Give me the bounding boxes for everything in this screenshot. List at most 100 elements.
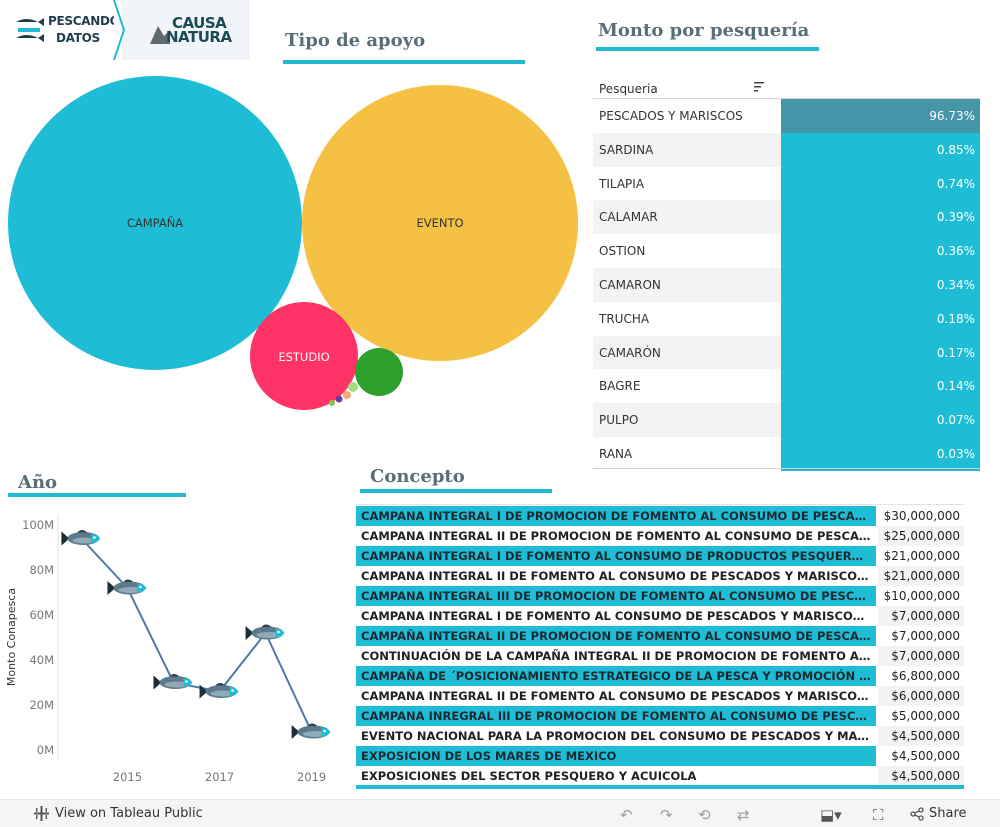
pesqueria-bar: 0.14% bbox=[781, 369, 980, 404]
pescando-datos-logo: PESCANDO DATOS bbox=[0, 0, 122, 60]
bubble-estudio[interactable] bbox=[250, 302, 358, 410]
pesqueria-row[interactable]: CAMARON 0.34% bbox=[593, 268, 980, 302]
bubble-small-3[interactable] bbox=[335, 395, 343, 403]
bubble-campana[interactable] bbox=[8, 76, 302, 370]
refresh-icon[interactable]: ⇄ bbox=[737, 806, 750, 824]
concepto-underline bbox=[360, 489, 552, 493]
pesqueria-row[interactable]: BAGRE 0.14% bbox=[593, 369, 980, 404]
concepto-label: CAMPANA INTEGRAL II DE PROMOCION DE FOME… bbox=[361, 529, 876, 543]
concepto-amount: $7,000,000 bbox=[878, 626, 964, 646]
view-on-tableau-link[interactable]: View on Tableau Public bbox=[34, 806, 203, 821]
share-label: Share bbox=[929, 806, 967, 821]
monto-title: Monto por pesquería bbox=[598, 20, 810, 41]
concepto-top-border bbox=[356, 504, 964, 505]
pesqueria-bar: 0.03% bbox=[781, 437, 980, 471]
pesqueria-name: OSTION bbox=[599, 244, 646, 259]
undo-icon[interactable]: ↶ bbox=[620, 806, 633, 824]
fish-point-icon[interactable] bbox=[153, 674, 193, 690]
tipo-title: Tipo de apoyo bbox=[285, 30, 426, 51]
pesqueria-row[interactable]: CAMARÓN 0.17% bbox=[593, 335, 980, 370]
concepto-row[interactable]: CAMPANA INREGRAL III DE PROMOCION DE FOM… bbox=[354, 706, 964, 726]
share-button[interactable]: Share bbox=[910, 806, 967, 821]
concepto-amount: $25,000,000 bbox=[878, 526, 964, 546]
logo1-line2: DATOS bbox=[56, 31, 100, 45]
redo-icon[interactable]: ↷ bbox=[660, 806, 673, 824]
fish-point-icon[interactable] bbox=[199, 683, 239, 699]
y-tick-label: 0M bbox=[37, 743, 54, 757]
fish-point-icon[interactable] bbox=[61, 530, 101, 546]
pesqueria-row[interactable]: PULPO 0.07% bbox=[593, 403, 980, 438]
pesqueria-pct: 96.73% bbox=[929, 109, 975, 123]
concepto-amount: $4,500,000 bbox=[878, 726, 964, 746]
pesqueria-pct: 0.07% bbox=[936, 413, 975, 428]
pesqueria-header-label: Pesqueria bbox=[599, 82, 658, 96]
concepto-row[interactable]: EVENTO NACIONAL PARA LA PROMOCION DEL CO… bbox=[354, 726, 964, 746]
concepto-row[interactable]: CONTINUACIÓN DE LA CAMPAÑA INTEGRAL II D… bbox=[354, 646, 964, 666]
fish-point-icon[interactable] bbox=[107, 579, 147, 596]
pesqueria-row[interactable]: OSTION 0.36% bbox=[593, 234, 980, 269]
pesqueria-row[interactable]: TILAPIA 0.74% bbox=[593, 166, 980, 201]
y-tick-label: 80M bbox=[29, 563, 54, 577]
pesqueria-name: SARDINA bbox=[599, 142, 654, 157]
concepto-row[interactable]: CAMPAÑA INTEGRAL II DE PROMOCION DE FOME… bbox=[354, 626, 964, 646]
pesqueria-bar: 0.39% bbox=[781, 200, 980, 235]
concepto-row[interactable]: CAMPANA INTEGRAL I DE PROMOCION DE FOMEN… bbox=[354, 506, 964, 526]
concepto-amount: $30,000,000 bbox=[878, 506, 964, 526]
concepto-row[interactable]: CAMPANA INTEGRAL III DE PROMOCION DE FOM… bbox=[354, 586, 964, 606]
pesqueria-name: PULPO bbox=[599, 413, 639, 428]
logo1-line1: PESCANDO bbox=[48, 14, 120, 28]
pesqueria-bar: 0.17% bbox=[781, 335, 980, 370]
bubble-small-1[interactable] bbox=[348, 382, 358, 392]
concepto-row[interactable]: CAMPANA INTEGRAL II DE FOMENTO AL CONSUM… bbox=[354, 686, 964, 706]
logo2-line1: CAUSA bbox=[172, 14, 227, 32]
pesqueria-header[interactable]: Pesqueria bbox=[593, 76, 980, 99]
concepto-row[interactable]: CAMPANA INTEGRAL II DE PROMOCION DE FOME… bbox=[354, 526, 964, 546]
concepto-amount: $7,000,000 bbox=[878, 646, 964, 666]
bubble-campana-label: CAMPAÑA bbox=[127, 215, 183, 230]
bubble-small-2[interactable] bbox=[343, 391, 351, 399]
anio-title: Año bbox=[18, 472, 58, 493]
pesqueria-pct: 0.03% bbox=[936, 447, 975, 461]
fish-point-icon[interactable] bbox=[291, 723, 331, 740]
bubble-evento[interactable] bbox=[302, 85, 578, 361]
pesqueria-pct: 0.17% bbox=[936, 345, 975, 360]
fish-logo-icon bbox=[16, 18, 44, 42]
tableau-footer: View on Tableau Public ↶ ↷ ⟲ ⇄ ⬓▾ ⛶ Shar… bbox=[0, 799, 1000, 827]
bubble-estudio-label: ESTUDIO bbox=[278, 350, 329, 364]
fullscreen-icon[interactable]: ⛶ bbox=[873, 806, 884, 824]
pesqueria-bar: 0.18% bbox=[781, 301, 980, 336]
concepto-label: CAMPANA INTEGRAL III DE PROMOCION DE FOM… bbox=[356, 586, 876, 606]
concepto-label: CAMPANA INTEGRAL I DE PROMOCION DE FOMEN… bbox=[356, 506, 876, 526]
bubble-green[interactable] bbox=[355, 348, 403, 396]
logo2-line2: NATURA bbox=[166, 28, 232, 46]
pesqueria-row[interactable]: TRUCHA 0.18% bbox=[593, 301, 980, 336]
pesqueria-row[interactable]: PESCADOS Y MARISCOS 96.73% bbox=[593, 99, 980, 133]
concepto-label: EVENTO NACIONAL PARA LA PROMOCION DEL CO… bbox=[361, 729, 876, 743]
pesqueria-row[interactable]: CALAMAR 0.39% bbox=[593, 200, 980, 235]
download-icon[interactable]: ⬓▾ bbox=[820, 806, 842, 824]
bubble-small-4[interactable] bbox=[329, 400, 335, 406]
concepto-row[interactable]: CAMPANA INTEGRAL II DE FOMENTO AL CONSUM… bbox=[354, 566, 964, 586]
x-tick-label: 2019 bbox=[297, 770, 326, 784]
pesqueria-pct: 0.36% bbox=[936, 244, 975, 259]
anio-underline bbox=[8, 493, 186, 497]
concepto-amount: $21,000,000 bbox=[878, 546, 964, 566]
concepto-label: CAMPANA INTEGRAL II DE FOMENTO AL CONSUM… bbox=[361, 569, 876, 583]
concepto-row[interactable]: EXPOSICIONES DEL SECTOR PESQUERO Y ACUIC… bbox=[354, 766, 964, 786]
share-icon bbox=[910, 806, 924, 821]
pesqueria-row[interactable]: RANA 0.03% bbox=[593, 437, 980, 471]
fish-point-icon[interactable] bbox=[245, 624, 285, 641]
revert-icon[interactable]: ⟲ bbox=[698, 806, 711, 824]
concepto-label: CAMPANA INREGRAL III DE PROMOCION DE FOM… bbox=[356, 706, 876, 726]
pesqueria-name: CAMARÓN bbox=[599, 345, 661, 360]
concepto-title: Concepto bbox=[370, 466, 465, 487]
pesqueria-row[interactable]: SARDINA 0.85% bbox=[593, 132, 980, 167]
sort-icon[interactable] bbox=[754, 82, 766, 92]
pesqueria-bar: 0.74% bbox=[781, 166, 980, 201]
tableau-logo-icon bbox=[34, 806, 49, 821]
concepto-row[interactable]: CAMPANA INTEGRAL I DE FOMENTO AL CONSUMO… bbox=[354, 546, 964, 566]
pesqueria-name: CAMARON bbox=[599, 278, 661, 292]
concepto-row[interactable]: CAMPANA INTEGRAL I DE FOMENTO AL CONSUMO… bbox=[354, 606, 964, 626]
concepto-row[interactable]: CAMPAÑA DE ´POSICIONAMIENTO ESTRATEGICO … bbox=[354, 666, 964, 686]
concepto-row[interactable]: EXPOSICION DE LOS MARES DE MEXICO $4,500,… bbox=[354, 746, 964, 766]
